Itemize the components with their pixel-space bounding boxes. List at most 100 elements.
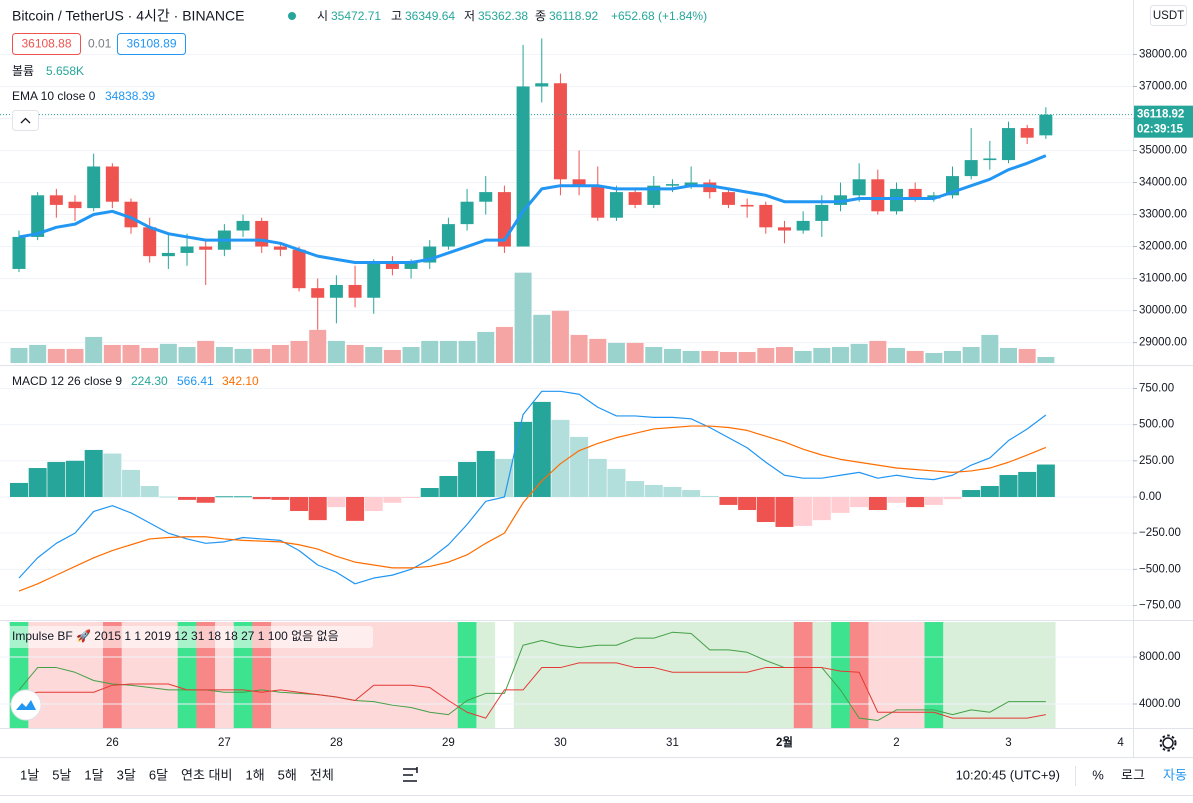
candle-body xyxy=(665,184,679,186)
candle-body xyxy=(199,246,213,250)
x-tick-label: 2월 xyxy=(776,735,793,749)
range-button[interactable]: 1해 xyxy=(245,767,264,782)
volume-bar xyxy=(421,340,439,363)
histogram-bar xyxy=(28,468,47,497)
symbol-title[interactable]: Bitcoin / TetherUS · 4시간 · BINANCE xyxy=(12,8,244,24)
histogram-bar xyxy=(887,496,906,503)
impulse-band xyxy=(47,622,67,728)
volume-bar xyxy=(495,326,513,363)
histogram-bar xyxy=(812,496,831,521)
volume-bar xyxy=(514,272,532,363)
currency-button[interactable] xyxy=(1150,5,1187,26)
y-tick-label: 250.00 xyxy=(1139,455,1174,467)
histogram-bar xyxy=(420,488,439,497)
volume-bar xyxy=(570,334,588,363)
range-button[interactable]: 5해 xyxy=(278,767,297,782)
sell-price: 36108.88 xyxy=(21,37,71,51)
candle-body xyxy=(479,192,493,202)
ema-value: 34838.39 xyxy=(105,89,155,103)
volume-bar xyxy=(794,350,812,363)
candle-body xyxy=(721,192,735,205)
volume-legend: 볼륨 xyxy=(12,64,34,78)
impulse-band xyxy=(103,622,123,728)
histogram-bar xyxy=(439,475,458,497)
auto-toggle[interactable]: 자동 xyxy=(1163,767,1187,782)
clock[interactable]: 10:20:45 (UTC+9) xyxy=(956,767,1060,782)
candle-body xyxy=(684,182,698,186)
histogram-bar xyxy=(980,485,999,497)
range-buttons: 1날 5날 1달 3달 6달 연초 대비 1해 5해 전체 xyxy=(20,767,334,782)
candle-body xyxy=(236,220,250,231)
logo[interactable] xyxy=(10,689,42,721)
candle-body xyxy=(759,204,773,228)
impulse-band xyxy=(924,622,944,728)
volume-bar xyxy=(663,348,681,363)
ohlc-value: 36118.92 xyxy=(549,9,598,23)
histogram-bar xyxy=(290,496,309,512)
y-tick-label: 34000.00 xyxy=(1139,177,1187,189)
histogram-bar xyxy=(159,496,178,498)
macd-legend-value: 566.41 xyxy=(177,374,214,388)
percent-toggle[interactable]: % xyxy=(1092,767,1104,782)
x-tick-label: 29 xyxy=(442,737,455,749)
ema-legend: EMA 10 close 0 xyxy=(12,89,96,103)
price-change: +652.68 (+1.84%) xyxy=(611,9,707,23)
histogram-bar xyxy=(84,449,103,497)
candle-body xyxy=(105,166,119,202)
impulse-band xyxy=(943,622,963,728)
collapse-legend[interactable] xyxy=(12,110,39,131)
macd-legend-value: 224.30 xyxy=(131,374,168,388)
ohlc-label: 종 xyxy=(535,9,546,23)
histogram-bar xyxy=(868,496,887,511)
range-button[interactable]: 1달 xyxy=(84,767,103,782)
histogram-bar xyxy=(850,496,869,508)
date-range-icon[interactable] xyxy=(403,767,418,782)
impulse-band xyxy=(980,622,1000,728)
range-button[interactable]: 3달 xyxy=(117,767,136,782)
impulse-band xyxy=(196,622,216,728)
volume-bar xyxy=(533,314,551,363)
range-button[interactable]: 1날 xyxy=(20,767,39,782)
impulse-band xyxy=(327,622,347,728)
buy-button[interactable] xyxy=(117,33,186,55)
settings-icon[interactable] xyxy=(1162,737,1174,749)
impulse-band xyxy=(84,622,104,728)
impulse-band xyxy=(177,622,197,728)
volume-bar xyxy=(719,352,737,363)
impulse-band xyxy=(700,622,720,728)
candle-body xyxy=(460,201,474,225)
range-button[interactable]: 연초 대비 xyxy=(181,767,232,782)
impulse-line xyxy=(18,662,1046,719)
impulse-band xyxy=(961,622,981,728)
volume-bar xyxy=(346,344,364,363)
candle-body xyxy=(311,288,325,298)
sell-button[interactable] xyxy=(12,33,81,55)
range-button[interactable]: 전체 xyxy=(310,767,334,782)
log-toggle[interactable]: 로그 xyxy=(1121,767,1145,782)
range-button[interactable]: 5날 xyxy=(52,767,71,782)
histogram-bar xyxy=(663,486,682,497)
volume-bar xyxy=(1000,347,1018,363)
volume-bar xyxy=(365,346,383,363)
histogram-bar xyxy=(719,496,738,505)
x-tick-label: 4 xyxy=(1117,737,1124,749)
range-button[interactable]: 6달 xyxy=(149,767,168,782)
volume-bar xyxy=(234,348,252,363)
candle-body xyxy=(1002,128,1016,161)
y-tick-label: −250.00 xyxy=(1139,527,1181,539)
candle-body xyxy=(1020,128,1034,138)
y-tick-label: 31000.00 xyxy=(1139,273,1187,285)
candle-body xyxy=(255,220,269,247)
histogram-bar xyxy=(532,401,551,497)
candle-body xyxy=(927,195,941,199)
histogram-bar xyxy=(252,496,271,500)
impulse-legend: Impulse BF 🚀 2015 1 1 2019 12 31 18 18 2… xyxy=(12,629,339,643)
volume-bar xyxy=(458,340,476,363)
impulse-band xyxy=(607,622,627,728)
volume-bar xyxy=(85,336,103,363)
candle-body xyxy=(273,246,287,250)
volume-bar xyxy=(477,331,495,363)
impulse-band xyxy=(1017,622,1037,728)
candle-body xyxy=(553,83,567,180)
candle-body xyxy=(647,185,661,205)
